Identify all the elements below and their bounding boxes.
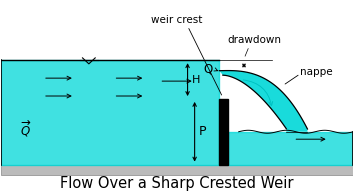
Polygon shape [219, 71, 308, 132]
Text: drawdown: drawdown [228, 35, 281, 45]
Text: Q: Q [204, 63, 213, 76]
Polygon shape [1, 60, 219, 164]
Text: P: P [199, 125, 206, 138]
Polygon shape [228, 132, 353, 164]
Text: weir crest: weir crest [151, 14, 203, 25]
Text: Flow Over a Sharp Crested Weir: Flow Over a Sharp Crested Weir [60, 176, 294, 191]
Text: nappe: nappe [301, 67, 333, 77]
Bar [1, 164, 353, 175]
Text: H: H [192, 75, 200, 85]
Bar [219, 99, 228, 164]
Text: $\overrightarrow{Q}$: $\overrightarrow{Q}$ [20, 119, 32, 139]
